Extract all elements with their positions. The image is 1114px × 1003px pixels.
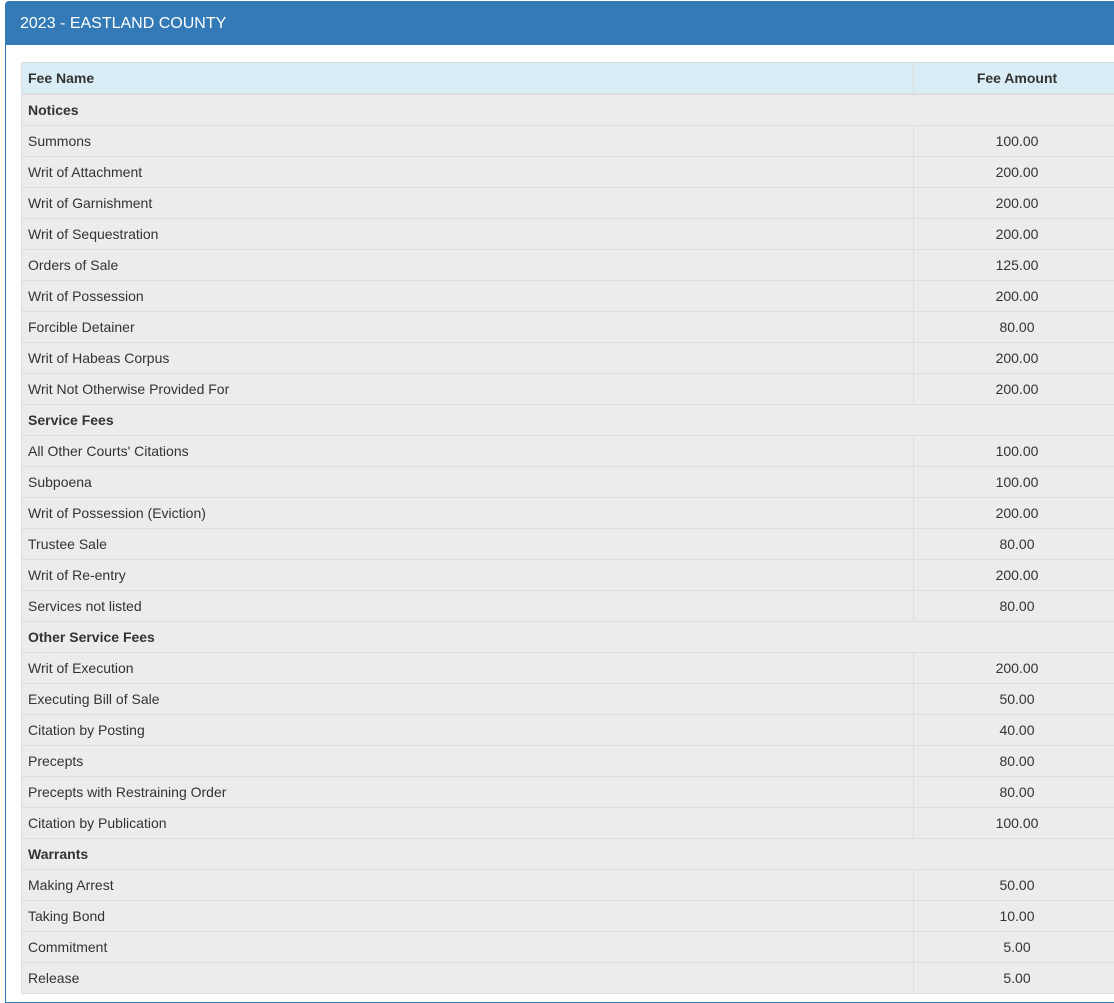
fee-amount-cell: 200.00: [914, 219, 1114, 250]
fee-amount-cell: 200.00: [914, 281, 1114, 312]
fee-name-cell: Writ of Sequestration: [22, 219, 914, 250]
section-row: Other Service Fees: [22, 622, 1114, 653]
fee-amount-cell: 80.00: [914, 312, 1114, 343]
fee-amount-cell: 100.00: [914, 436, 1114, 467]
fee-name-cell: Taking Bond: [22, 901, 914, 932]
fee-amount-cell: 40.00: [914, 715, 1114, 746]
fee-amount-cell: 125.00: [914, 250, 1114, 281]
fee-amount-cell: 5.00: [914, 932, 1114, 963]
section-title: Service Fees: [22, 405, 1114, 436]
fee-name-cell: Citation by Publication: [22, 808, 914, 839]
fee-name-cell: Citation by Posting: [22, 715, 914, 746]
panel-title: 2023 - EASTLAND COUNTY: [6, 2, 1114, 45]
fee-amount-cell: 100.00: [914, 467, 1114, 498]
fee-name-cell: Trustee Sale: [22, 529, 914, 560]
fee-amount-cell: 200.00: [914, 653, 1114, 684]
fee-amount-cell: 200.00: [914, 157, 1114, 188]
fee-amount-cell: 80.00: [914, 591, 1114, 622]
fee-amount-cell: 50.00: [914, 684, 1114, 715]
fee-name-cell: Release: [22, 963, 914, 994]
fee-amount-cell: 200.00: [914, 343, 1114, 374]
fee-amount-cell: 200.00: [914, 374, 1114, 405]
section-title: Notices: [22, 94, 1114, 126]
fee-name-cell: Subpoena: [22, 467, 914, 498]
table-row: Writ of Possession (Eviction)200.00: [22, 498, 1114, 529]
fee-name-cell: Writ of Re-entry: [22, 560, 914, 591]
section-row: Service Fees: [22, 405, 1114, 436]
fee-amount-cell: 100.00: [914, 808, 1114, 839]
fee-name-cell: Precepts: [22, 746, 914, 777]
fee-amount-cell: 200.00: [914, 188, 1114, 219]
fee-amount-cell: 80.00: [914, 529, 1114, 560]
fee-name-cell: Writ of Possession: [22, 281, 914, 312]
column-header-fee-name: Fee Name: [22, 63, 914, 95]
fee-name-cell: Writ of Attachment: [22, 157, 914, 188]
fee-name-cell: Orders of Sale: [22, 250, 914, 281]
fee-name-cell: Services not listed: [22, 591, 914, 622]
fee-amount-cell: 80.00: [914, 746, 1114, 777]
section-title: Other Service Fees: [22, 622, 1114, 653]
section-row: Notices: [22, 94, 1114, 126]
fee-name-cell: Writ of Possession (Eviction): [22, 498, 914, 529]
fee-name-cell: Making Arrest: [22, 870, 914, 901]
fee-amount-cell: 10.00: [914, 901, 1114, 932]
fee-name-cell: Executing Bill of Sale: [22, 684, 914, 715]
fee-name-cell: Summons: [22, 126, 914, 157]
fee-amount-cell: 200.00: [914, 498, 1114, 529]
fee-name-cell: Writ Not Otherwise Provided For: [22, 374, 914, 405]
fee-amount-cell: 200.00: [914, 560, 1114, 591]
column-header-fee-amount: Fee Amount: [914, 63, 1114, 95]
fee-name-cell: Precepts with Restraining Order: [22, 777, 914, 808]
fee-panel: 2023 - EASTLAND COUNTY Fee Name Fee Amou…: [5, 1, 1114, 1003]
fee-name-cell: Writ of Habeas Corpus: [22, 343, 914, 374]
fee-name-cell: Forcible Detainer: [22, 312, 914, 343]
fee-amount-cell: 100.00: [914, 126, 1114, 157]
fee-amount-cell: 50.00: [914, 870, 1114, 901]
fee-amount-cell: 80.00: [914, 777, 1114, 808]
fee-amount-cell: 5.00: [914, 963, 1114, 994]
fee-name-cell: Commitment: [22, 932, 914, 963]
table-header-row: Fee Name Fee Amount: [22, 63, 1114, 95]
fee-name-cell: Writ of Execution: [22, 653, 914, 684]
section-row: Warrants: [22, 839, 1114, 870]
fee-name-cell: All Other Courts' Citations: [22, 436, 914, 467]
fee-name-cell: Writ of Garnishment: [22, 188, 914, 219]
section-title: Warrants: [22, 839, 1114, 870]
